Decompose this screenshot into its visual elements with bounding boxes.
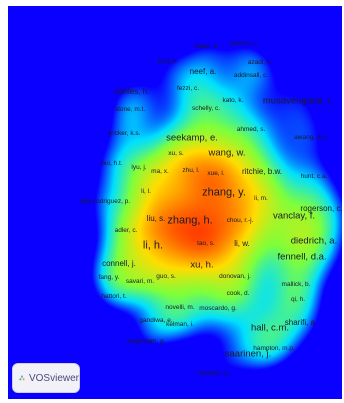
author-label[interactable]: adler, c.: [114, 226, 138, 234]
author-label[interactable]: savari, m.: [125, 277, 155, 285]
author-label[interactable]: dawson, j.: [229, 39, 259, 47]
author-label[interactable]: li, w.: [234, 239, 250, 248]
author-label[interactable]: kato, k.: [222, 96, 244, 104]
author-label[interactable]: fennell, d.a.: [277, 251, 327, 263]
author-label[interactable]: stone, m.t.: [114, 105, 146, 113]
author-label[interactable]: vinodan, a.: [198, 369, 230, 377]
author-label[interactable]: zhu, l.: [182, 166, 200, 174]
author-label[interactable]: rogerson, c.m.: [300, 204, 342, 213]
author-label[interactable]: king, b.: [157, 57, 179, 65]
brand-name: VOSviewer: [28, 372, 79, 384]
author-label[interactable]: zhang, h.: [167, 214, 213, 227]
density-heatmap: [8, 6, 342, 399]
author-label[interactable]: xu, h.: [190, 259, 214, 271]
author-label[interactable]: azadi, h.: [247, 58, 273, 66]
author-label[interactable]: cook, d.: [226, 289, 250, 297]
author-label[interactable]: vanclay, f.: [272, 210, 316, 222]
author-label[interactable]: fezzi, c.: [176, 84, 200, 92]
author-label[interactable]: neef, a.: [189, 67, 217, 76]
author-label[interactable]: li, h.: [142, 239, 164, 252]
author-label[interactable]: wang, w.: [208, 147, 246, 159]
author-label[interactable]: addinsall, c.: [233, 71, 269, 79]
author-label[interactable]: saarinen, j.: [224, 348, 272, 360]
author-label[interactable]: tao, s.: [197, 239, 215, 247]
author-label[interactable]: fang, y.: [98, 273, 120, 281]
author-label[interactable]: kajan, e.: [194, 42, 220, 50]
author-label[interactable]: li, l.: [141, 187, 151, 195]
author-label[interactable]: sharifi, a.: [284, 318, 318, 327]
author-label[interactable]: connell, j.: [102, 259, 136, 268]
author-label[interactable]: seekamp, e.: [166, 132, 218, 144]
author-label[interactable]: hampton, m.p.: [253, 344, 295, 352]
density-visualization[interactable]: kajan, e. dawson, j. king, b. azadi, h. neef…: [8, 6, 342, 399]
author-label[interactable]: dahles, h.: [114, 87, 150, 96]
author-label[interactable]: zhang, y.: [202, 186, 246, 199]
author-label[interactable]: moscardo, g.: [199, 304, 237, 312]
author-label[interactable]: bui, h.t.: [101, 159, 123, 167]
author-label[interactable]: diaz-rodriguez, p.: [79, 197, 131, 205]
author-label[interactable]: qi, h.: [290, 295, 306, 303]
author-label[interactable]: kelman, i.: [166, 320, 194, 328]
author-label[interactable]: diedrich, a.: [290, 235, 338, 247]
author-label[interactable]: xu, s.: [168, 149, 184, 157]
author-label[interactable]: hattori, t.: [101, 292, 127, 300]
author-label[interactable]: li, m.: [254, 194, 268, 202]
author-label[interactable]: musavengane, r.: [262, 95, 334, 107]
author-label[interactable]: chou, r.-j.: [226, 216, 254, 224]
author-label[interactable]: schelly, c.: [191, 104, 221, 112]
author-label[interactable]: lyu, j.: [131, 163, 147, 171]
author-label[interactable]: awang, a.h.: [294, 133, 328, 141]
author-label[interactable]: xue, l.: [207, 169, 225, 177]
author-label[interactable]: angelstam, p.: [126, 337, 166, 345]
author-label[interactable]: guo, s.: [156, 272, 176, 280]
author-label[interactable]: hall, c.m.: [250, 322, 290, 334]
author-label[interactable]: hunt, c.a.: [300, 172, 328, 180]
author-label[interactable]: ma, x.: [151, 167, 169, 175]
author-label[interactable]: donovan, j.: [219, 272, 251, 280]
author-label[interactable]: gandiwa, e.: [139, 316, 173, 324]
author-label[interactable]: mallick, b.: [281, 280, 311, 288]
author-label[interactable]: bricker, k.s.: [107, 129, 141, 137]
author-label[interactable]: liu, s.: [146, 214, 166, 223]
author-label[interactable]: ritchie, b.w.: [241, 167, 283, 176]
vosviewer-badge: VOSviewer: [12, 363, 80, 393]
author-label[interactable]: novelli, m.: [165, 303, 195, 311]
vosviewer-logo-icon: [19, 375, 25, 381]
author-label[interactable]: ahmed, s.: [236, 125, 266, 133]
